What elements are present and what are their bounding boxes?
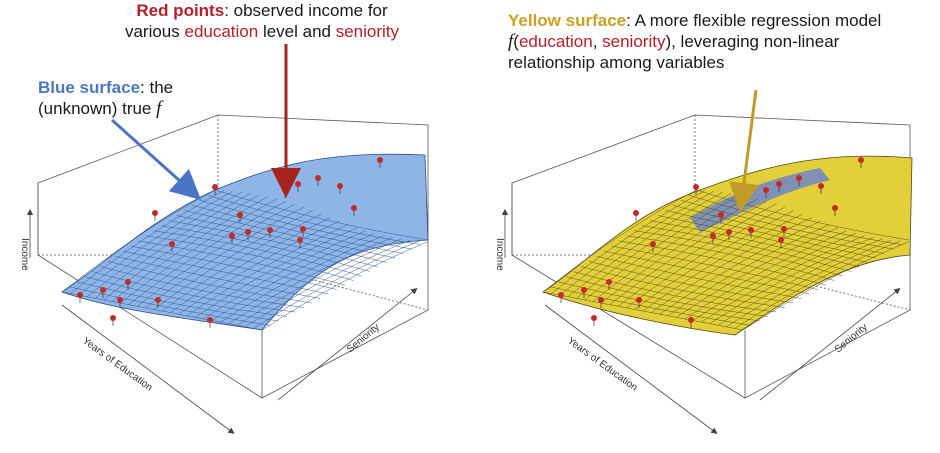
observed-point: [207, 317, 213, 323]
observed-point: [337, 183, 343, 189]
left-blue-surface: [61, 153, 429, 331]
observed-point: [818, 183, 824, 189]
blue-surface-text-2: (unknown) true: [38, 99, 157, 118]
observed-point: [748, 227, 754, 233]
observed-point: [591, 315, 597, 321]
left-income-axis-label: Income: [19, 238, 30, 271]
yellow-surface-arrow: [729, 89, 759, 213]
observed-point: [832, 205, 838, 211]
observed-point: [267, 227, 273, 233]
observed-point: [245, 229, 251, 235]
red-points-text-1: : observed income for: [224, 1, 388, 20]
right-education-axis-label: Years of Education: [565, 336, 639, 394]
observed-point: [152, 210, 158, 216]
observed-point: [351, 205, 357, 211]
observed-point: [229, 233, 235, 239]
observed-point: [377, 157, 383, 163]
yellow-surface-title: Yellow surface: [508, 11, 627, 30]
observed-point: [77, 292, 83, 298]
right-observed-points: [558, 157, 864, 328]
observed-point: [688, 317, 694, 323]
observed-point: [581, 287, 587, 293]
yellow-surface-text-1: : A more flexible regression model: [626, 11, 882, 30]
observed-point: [650, 241, 656, 247]
blue-surface-arrow: [110, 118, 202, 201]
observed-point: [295, 181, 301, 187]
observed-point: [726, 229, 732, 235]
observed-point: [633, 210, 639, 216]
observed-point: [125, 279, 131, 285]
red-points-annotation: Red points: observed income for various …: [82, 0, 442, 42]
observed-point: [282, 187, 288, 193]
observed-point: [110, 315, 116, 321]
blue-surface-title: Blue surface: [38, 78, 141, 97]
red-points-word-seniority: seniority: [335, 22, 400, 41]
observed-point: [796, 175, 802, 181]
observed-point: [763, 187, 769, 193]
red-points-text-3: level and: [258, 22, 336, 41]
blue-surface-annotation: Blue surface: the (unknown) true f: [38, 77, 258, 119]
yellow-surface-annotation: Yellow surface: A more flexible regressi…: [508, 10, 938, 73]
observed-point: [155, 297, 161, 303]
yellow-surface-paren-close: ), leveraging non-linear: [665, 32, 840, 51]
right-income-axis-label: Income: [494, 238, 505, 271]
observed-point: [297, 237, 303, 243]
observed-point: [100, 287, 106, 293]
yellow-surface-word-education: education: [518, 32, 593, 51]
yellow-surface-text-2: relationship among variables: [508, 53, 725, 72]
observed-point: [606, 279, 612, 285]
observed-point: [718, 212, 724, 218]
red-points-word-education: education: [184, 22, 259, 41]
observed-point: [693, 184, 699, 190]
observed-point: [710, 233, 716, 239]
observed-point: [169, 241, 175, 247]
yellow-surface-comma: ,: [592, 32, 603, 51]
observed-point: [781, 226, 787, 232]
yellow-surface-word-seniority: seniority: [602, 32, 666, 51]
blue-surface-text-1: : the: [140, 78, 174, 97]
yellow-surface-paren-open: (: [513, 32, 519, 51]
observed-point: [776, 181, 782, 187]
observed-point: [212, 184, 218, 190]
yellow-surface-symbol: f: [508, 31, 514, 52]
blue-surface-symbol: f: [156, 98, 162, 119]
observed-point: [237, 212, 243, 218]
observed-point: [558, 292, 564, 298]
left-seniority-axis-label: Seniority: [345, 322, 382, 355]
red-points-text-2: various: [124, 22, 185, 41]
observed-point: [858, 157, 864, 163]
observed-point: [117, 297, 123, 303]
left-education-axis-label: Years of Education: [80, 336, 154, 394]
right-yellow-surface: [542, 155, 913, 336]
observed-point: [300, 226, 306, 232]
observed-point: [636, 297, 642, 303]
red-points-title: Red points: [136, 1, 225, 20]
observed-point: [778, 237, 784, 243]
observed-point: [315, 175, 321, 181]
observed-point: [598, 297, 604, 303]
